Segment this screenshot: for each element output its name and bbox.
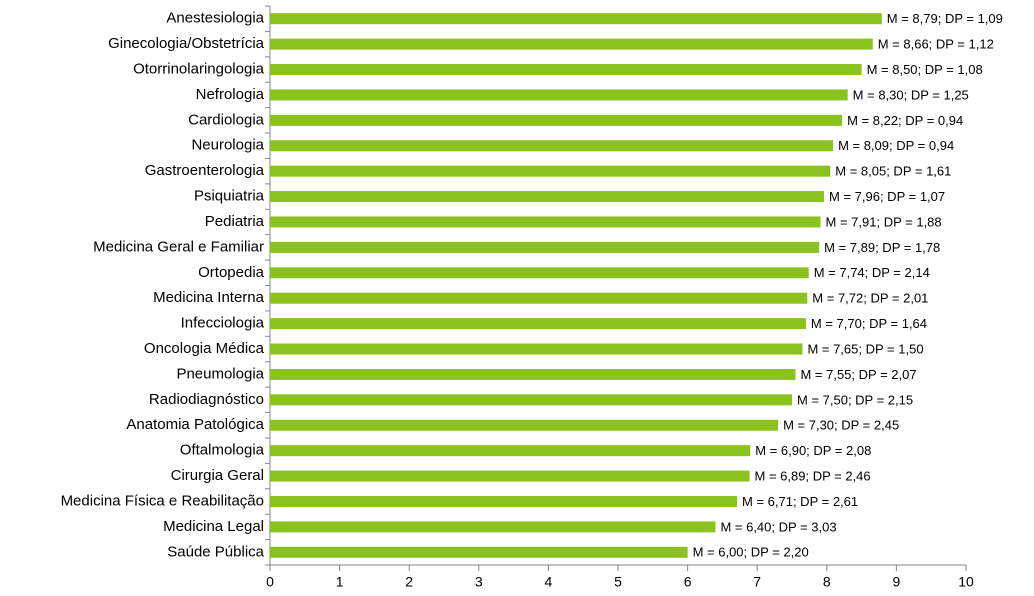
bar (270, 216, 821, 228)
bar (270, 38, 873, 50)
bar (270, 140, 834, 152)
y-tick-label: Gastroenterologia (145, 162, 265, 179)
y-tick-label: Oftalmologia (180, 442, 265, 459)
y-tick-label: Saúde Pública (167, 543, 264, 560)
data-label: M = 8,79; DP = 1,09 (887, 11, 1003, 26)
data-label: M = 8,66; DP = 1,12 (878, 37, 994, 52)
bar (270, 267, 809, 279)
bar (270, 89, 848, 101)
bar (270, 445, 751, 457)
bar (270, 394, 792, 406)
bar (270, 64, 862, 76)
data-label: M = 7,70; DP = 1,64 (811, 316, 927, 331)
data-label: M = 6,71; DP = 2,61 (742, 494, 858, 509)
data-label: M = 7,30; DP = 2,45 (783, 418, 899, 433)
x-tick-label: 9 (893, 574, 901, 590)
x-tick-label: 7 (753, 574, 761, 590)
y-tick-label: Cirurgia Geral (171, 467, 264, 484)
y-tick-label: Ortopedia (198, 264, 265, 281)
y-tick-label: Cardiologia (188, 111, 265, 128)
x-tick-label: 8 (823, 574, 831, 590)
x-tick-label: 6 (684, 574, 692, 590)
bar (270, 546, 688, 558)
data-label: M = 6,00; DP = 2,20 (693, 545, 809, 560)
data-label: M = 8,30; DP = 1,25 (853, 87, 969, 102)
y-tick-label: Medicina Interna (153, 289, 265, 306)
x-tick-label: 5 (614, 574, 622, 590)
y-tick-label: Oncologia Médica (144, 340, 265, 357)
data-label: M = 7,55; DP = 2,07 (800, 367, 916, 382)
y-tick-label: Ginecologia/Obstetrícia (108, 35, 265, 52)
bar (270, 114, 843, 126)
y-tick-label: Medicina Física e Reabilitação (61, 492, 264, 509)
x-tick-label: 1 (336, 574, 344, 590)
y-tick-label: Psiquiatria (194, 188, 265, 205)
y-tick-label: Radiodiagnóstico (149, 391, 264, 408)
data-label: M = 6,40; DP = 3,03 (720, 519, 836, 534)
x-tick-label: 2 (405, 574, 413, 590)
data-label: M = 6,90; DP = 2,08 (755, 443, 871, 458)
y-tick-label: Infecciologia (181, 315, 265, 332)
bar (270, 495, 738, 507)
data-label: M = 7,65; DP = 1,50 (807, 341, 923, 356)
bar (270, 241, 820, 253)
x-tick-label: 3 (475, 574, 483, 590)
data-label: M = 8,05; DP = 1,61 (835, 164, 951, 179)
y-tick-label: Anatomia Patológica (126, 416, 264, 433)
data-label: M = 7,89; DP = 1,78 (824, 240, 940, 255)
y-tick-label: Neurologia (191, 137, 264, 154)
x-tick-label: 0 (266, 574, 274, 590)
bar (270, 292, 808, 304)
bar (270, 419, 779, 431)
x-tick-label: 10 (958, 574, 974, 590)
data-label: M = 7,74; DP = 2,14 (814, 265, 930, 280)
y-tick-label: Medicina Geral e Familiar (93, 238, 264, 255)
y-tick-label: Pneumologia (176, 365, 264, 382)
bar (270, 13, 882, 25)
data-label: M = 7,72; DP = 2,01 (812, 291, 928, 306)
bar (270, 165, 831, 177)
data-label: M = 7,50; DP = 2,15 (797, 392, 913, 407)
x-tick-label: 4 (545, 574, 553, 590)
data-label: M = 8,50; DP = 1,08 (867, 62, 983, 77)
bar (270, 318, 806, 330)
bar (270, 470, 750, 482)
y-tick-label: Nefrologia (196, 86, 265, 103)
data-label: M = 8,09; DP = 0,94 (838, 138, 954, 153)
y-tick-label: Anestesiologia (166, 10, 264, 27)
bar (270, 368, 796, 380)
bar (270, 343, 803, 355)
data-label: M = 7,91; DP = 1,88 (826, 214, 942, 229)
data-label: M = 8,22; DP = 0,94 (847, 113, 963, 128)
data-label: M = 6,89; DP = 2,46 (755, 469, 871, 484)
y-tick-label: Medicina Legal (163, 518, 264, 535)
bar (270, 191, 825, 203)
bar (270, 521, 716, 533)
y-tick-label: Pediatria (205, 213, 265, 230)
y-tick-label: Otorrinolaringologia (133, 60, 265, 77)
data-label: M = 7,96; DP = 1,07 (829, 189, 945, 204)
